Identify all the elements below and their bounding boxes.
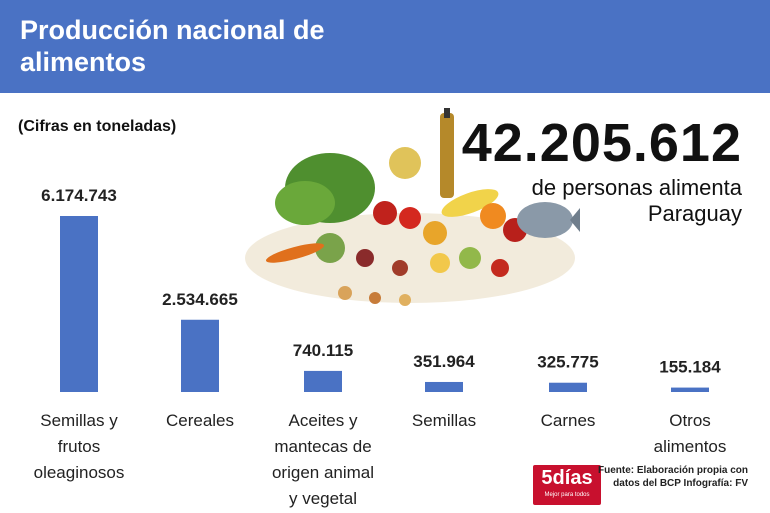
5dias-logo: 5días Mejor para todos	[533, 465, 601, 505]
units-note: (Cifras en toneladas)	[18, 118, 177, 135]
source-note: Fuente: Elaboración propia con datos del…	[598, 465, 749, 489]
category-label-2: Aceites y mantecas de origen animal y veget…	[272, 411, 374, 508]
people-fed-number: 42.205.612	[461, 113, 742, 173]
value-label-5: 155.184	[659, 358, 721, 377]
bar-2	[304, 370, 342, 392]
value-label-1: 2.534.665	[162, 290, 238, 309]
category-label-5: Otros alimentos	[654, 411, 727, 456]
bar-0	[60, 216, 98, 392]
header-banner: Producción nacional de alimentos	[0, 0, 770, 93]
category-label-1: Cereales	[166, 411, 234, 430]
value-label-3: 351.964	[413, 352, 475, 371]
category-label-3: Semillas	[412, 411, 476, 430]
bar-5	[671, 387, 709, 392]
logo-text: 5días	[541, 467, 593, 489]
logo-tagline: Mejor para todos	[544, 492, 590, 498]
value-label-0: 6.174.743	[41, 186, 117, 205]
value-label-4: 325.775	[537, 353, 598, 372]
people-fed-caption: de personas alimenta Paraguay	[531, 175, 742, 226]
category-label-4: Carnes	[541, 411, 596, 430]
category-label-0: Semillas y frutos oleaginosos	[34, 411, 125, 482]
bar-4	[549, 382, 587, 392]
bar-1	[181, 319, 219, 392]
value-label-2: 740.115	[293, 341, 354, 360]
food-illustration	[245, 108, 580, 306]
bar-3	[425, 381, 463, 392]
page-title: Producción nacional de alimentos	[20, 15, 325, 77]
